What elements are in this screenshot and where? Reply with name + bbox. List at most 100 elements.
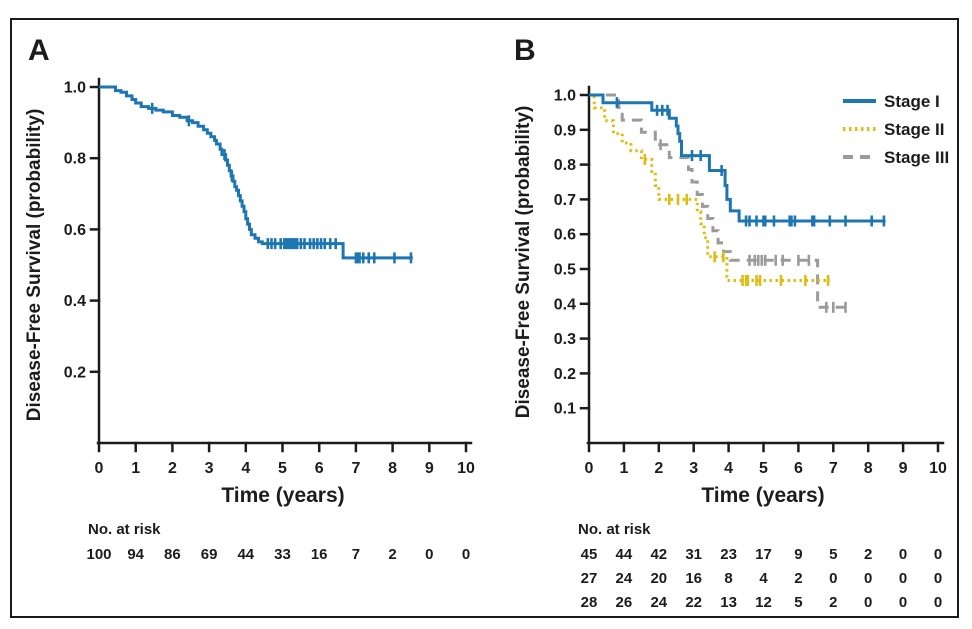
at-risk-count: 24 xyxy=(650,594,667,611)
y-tick-label: 0.7 xyxy=(554,192,576,209)
at-risk-count: 69 xyxy=(201,546,218,563)
x-tick-label: 9 xyxy=(899,460,908,477)
at-risk-count: 28 xyxy=(581,594,598,611)
y-tick-label: 0.4 xyxy=(554,296,576,313)
at-risk-table: 45 44 42 31 23 17 9 5 2 0 027 24 20 16 8 4 2 0 0 0 028 26 24 22… xyxy=(581,546,943,611)
at-risk-count: 7 xyxy=(352,546,360,563)
x-tick-label: 7 xyxy=(829,460,838,477)
km-curve-stage-iii xyxy=(589,93,849,309)
at-risk-count: 5 xyxy=(829,546,837,563)
at-risk-count: 26 xyxy=(616,594,633,611)
panel-b-x-axis-title: Time (years) xyxy=(701,484,824,507)
km-curve-overall xyxy=(99,85,413,260)
tick-labels: 1.0 0.8 0.6 0.4 0.2 0 1 2 3 4 5 6 7 8 9 10 xyxy=(64,80,475,478)
panel-b-plot: 1.00.90.80.70.60.50.40.30.20.10 1 2 3 4 5 6 7 8 9… xyxy=(554,85,949,611)
at-risk-count: 0 xyxy=(899,570,907,587)
at-risk-count: 100 xyxy=(86,546,111,563)
at-risk-count: 27 xyxy=(581,570,598,587)
y-tick-label: 0.6 xyxy=(64,222,86,239)
x-tick-label: 3 xyxy=(205,460,214,477)
at-risk-count: 94 xyxy=(127,546,144,563)
km-curve-stage-ii xyxy=(589,93,830,282)
legend-label: Stage II xyxy=(884,120,944,139)
at-risk-count: 0 xyxy=(934,570,942,587)
at-risk-count: 8 xyxy=(724,570,732,587)
tick-labels: 1.0 0.9 0.8 0.7 0.6 0.5 0.4 0.3 0.2 0.1 0 1 2 3 4 5 6 7 8 9… xyxy=(554,88,947,478)
y-tick-label: 0.1 xyxy=(554,401,576,418)
y-tick-label: 0.2 xyxy=(64,364,86,381)
at-risk-count: 45 xyxy=(581,546,598,563)
legend-label: Stage I xyxy=(884,92,940,111)
x-tick-label: 10 xyxy=(457,460,475,477)
censor-marks-stage-ii xyxy=(643,153,830,286)
y-tick-label: 1.0 xyxy=(554,88,576,105)
x-tick-label: 2 xyxy=(168,460,177,477)
at-risk-count: 12 xyxy=(755,594,772,611)
at-risk-count: 24 xyxy=(616,570,633,587)
at-risk-count: 0 xyxy=(899,546,907,563)
x-tick-label: 6 xyxy=(794,460,803,477)
y-tick-label: 0.6 xyxy=(554,227,576,244)
panel-a-plot: 1.0 0.8 0.6 0.4 0.2 0 1 2 3 4 5 6 7 8 9 10 100 94 86 69 44 33… xyxy=(64,77,475,563)
at-risk-count: 0 xyxy=(934,594,942,611)
y-tick-label: 1.0 xyxy=(64,80,86,97)
y-tick-label: 0.3 xyxy=(554,331,576,348)
at-risk-count: 33 xyxy=(274,546,291,563)
at-risk-count: 86 xyxy=(164,546,181,563)
at-risk-count: 5 xyxy=(794,594,802,611)
at-risk-count: 0 xyxy=(934,546,942,563)
at-risk-count: 17 xyxy=(755,546,772,563)
censor-marks-overall xyxy=(150,102,413,264)
at-risk-count: 2 xyxy=(829,594,837,611)
at-risk-count: 0 xyxy=(425,546,433,563)
at-risk-count: 16 xyxy=(311,546,328,563)
censor-marks-stage-i xyxy=(615,97,886,227)
at-risk-count: 4 xyxy=(759,570,768,587)
censor-marks-stage-iii xyxy=(659,139,847,313)
x-tick-label: 3 xyxy=(689,460,698,477)
panel-a-at-risk-label: No. at risk xyxy=(88,521,161,538)
at-risk-count: 0 xyxy=(864,570,872,587)
x-tick-label: 0 xyxy=(95,460,104,477)
x-tick-label: 7 xyxy=(351,460,360,477)
legend: Stage I Stage II Stage III xyxy=(843,92,949,167)
panel-b-y-axis-title: Disease-Free Survival (probability) xyxy=(513,106,534,419)
at-risk-count: 16 xyxy=(685,570,702,587)
at-risk-count: 23 xyxy=(720,546,737,563)
panel-a-letter: A xyxy=(28,34,50,67)
x-tick-label: 0 xyxy=(585,460,594,477)
at-risk-count: 0 xyxy=(864,594,872,611)
y-tick-label: 0.4 xyxy=(64,293,86,310)
y-tick-label: 0.9 xyxy=(554,122,576,139)
axes xyxy=(579,85,945,453)
panel-a-x-axis-title: Time (years) xyxy=(221,484,344,507)
y-tick-label: 0.2 xyxy=(554,366,576,383)
at-risk-count: 31 xyxy=(685,546,702,563)
at-risk-count: 22 xyxy=(685,594,702,611)
at-risk-count: 9 xyxy=(794,546,802,563)
at-risk-count: 20 xyxy=(650,570,667,587)
x-tick-label: 4 xyxy=(724,460,733,477)
panel-b-at-risk-label: No. at risk xyxy=(578,521,651,538)
km-curve-stage-i xyxy=(589,93,886,223)
at-risk-count: 2 xyxy=(794,570,802,587)
at-risk-count: 0 xyxy=(462,546,470,563)
at-risk-count: 44 xyxy=(616,546,633,563)
x-tick-label: 1 xyxy=(131,460,140,477)
x-tick-label: 1 xyxy=(619,460,628,477)
x-tick-label: 4 xyxy=(241,460,250,477)
x-tick-label: 8 xyxy=(388,460,397,477)
at-risk-count: 42 xyxy=(650,546,667,563)
x-tick-label: 5 xyxy=(759,460,768,477)
at-risk-count: 13 xyxy=(720,594,737,611)
at-risk-table: 100 94 86 69 44 33 16 7 2 0 0 xyxy=(86,546,470,563)
at-risk-count: 44 xyxy=(237,546,254,563)
y-tick-label: 0.8 xyxy=(554,157,576,174)
at-risk-count: 2 xyxy=(864,546,872,563)
y-tick-label: 0.5 xyxy=(554,262,576,279)
x-tick-label: 2 xyxy=(654,460,663,477)
panel-b-letter: B xyxy=(514,34,536,67)
